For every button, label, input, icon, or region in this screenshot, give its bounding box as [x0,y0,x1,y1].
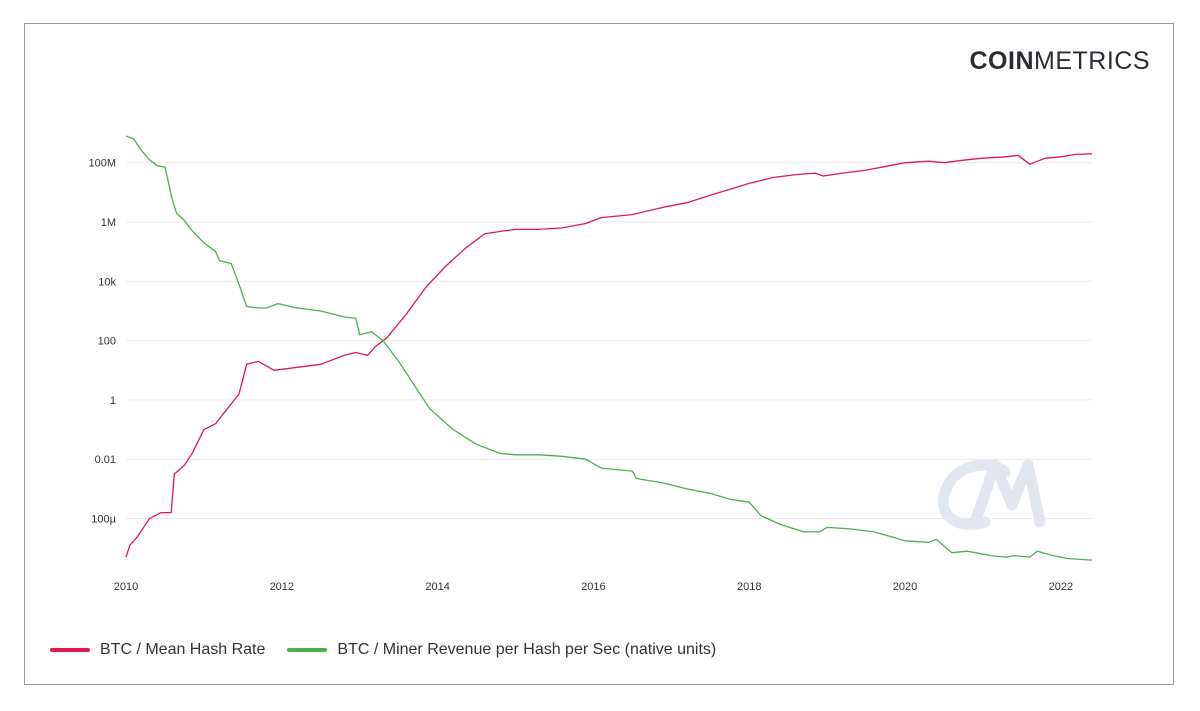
legend-label-miner-revenue: BTC / Miner Revenue per Hash per Sec (na… [337,641,717,658]
y-tick-label: 0.01 [95,454,116,466]
x-axis-labels: 2010 2012 2014 2016 2018 2020 2022 [114,581,1073,593]
grid-lines [126,162,1092,520]
x-tick-label: 2012 [270,581,294,593]
cm-watermark-icon [937,459,1046,530]
y-tick-label: 10k [98,276,116,288]
y-axis-labels: 100M 1M 10k 100 1 0.01 100µ [88,158,116,526]
legend-item-miner-revenue[interactable]: BTC / Miner Revenue per Hash per Sec (na… [287,641,716,659]
chart-frame [24,23,1174,685]
series-lines [125,135,1093,561]
series-line-hash-rate[interactable] [125,153,1093,558]
legend-swatch-miner-revenue [287,648,328,652]
logo-coin-text: COIN [969,47,1034,75]
legend-swatch-hash-rate [50,648,90,652]
x-tick-label: 2022 [1049,581,1073,593]
y-tick-label: 100M [88,158,116,170]
x-tick-label: 2014 [425,581,449,593]
x-tick-label: 2010 [114,581,138,593]
legend-item-hash-rate[interactable]: BTC / Mean Hash Rate [50,641,265,659]
logo-metrics-text: METRICS [1034,47,1150,75]
x-tick-label: 2016 [581,581,605,593]
y-tick-label: 100µ [91,514,116,526]
x-tick-label: 2020 [893,581,917,593]
coinmetrics-logo: COINMETRICS [970,47,1151,76]
series-line-miner-revenue[interactable] [125,135,1093,561]
legend-label-hash-rate: BTC / Mean Hash Rate [100,641,266,658]
x-tick-label: 2018 [737,581,761,593]
y-tick-label: 1 [110,395,116,407]
y-tick-label: 1M [101,217,116,229]
y-tick-label: 100 [98,336,116,348]
legend: BTC / Mean Hash Rate BTC / Miner Revenue… [50,641,738,659]
